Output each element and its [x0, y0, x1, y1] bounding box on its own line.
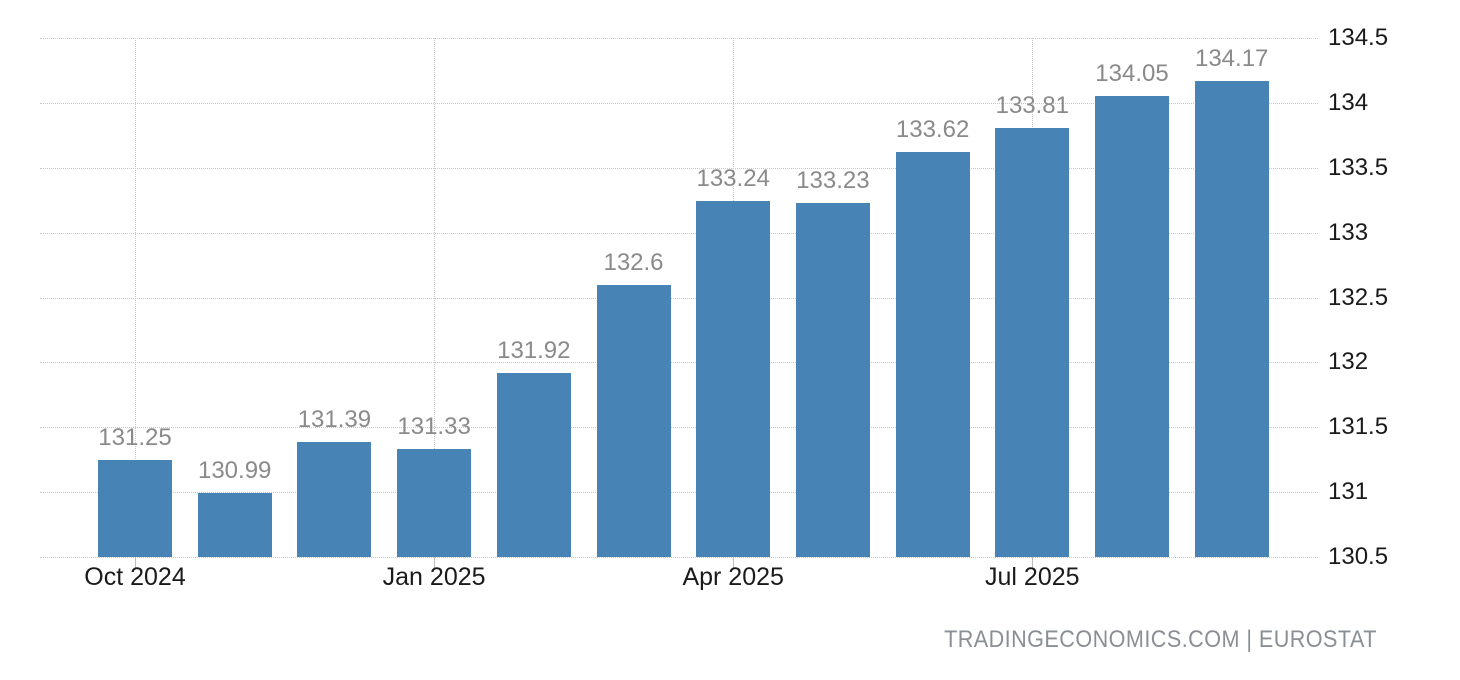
- bar: [895, 152, 970, 557]
- y-axis-tick-label: 132.5: [1328, 283, 1389, 311]
- y-axis-tick-label: 134.5: [1328, 24, 1389, 51]
- y-axis-tick-label: 132: [1328, 348, 1369, 376]
- y-axis-tick-label: 130.5: [1328, 543, 1389, 570]
- bar: [397, 449, 472, 557]
- bar-value-label: 131.25: [98, 423, 172, 451]
- gridline-horizontal: [40, 362, 1318, 364]
- bar-value-label: 131.39: [297, 405, 372, 433]
- bar-value-label: 132.6: [603, 248, 664, 276]
- x-axis-tick-mark: [135, 557, 136, 569]
- bar: [1194, 80, 1269, 557]
- bar-value-label: 133.24: [696, 165, 770, 193]
- bar-value-label: 133.81: [995, 91, 1069, 119]
- gridline-horizontal: [40, 38, 1318, 39]
- gridline-horizontal: [40, 167, 1318, 169]
- gridline-horizontal: [40, 102, 1318, 104]
- bar-value-label: 130.99: [197, 457, 272, 485]
- y-axis-tick-label: 131.5: [1328, 413, 1389, 441]
- gridline-horizontal: [40, 557, 1318, 558]
- y-axis-tick-label: 131: [1328, 478, 1369, 506]
- gridline-vertical: [135, 38, 136, 557]
- x-axis-tick-label: Apr 2025: [682, 563, 784, 591]
- attribution-text: TRADINGECONOMICS.COM | EUROSTAT: [944, 626, 1377, 653]
- gridline-horizontal: [40, 427, 1318, 429]
- y-axis-tick-label: 133.5: [1328, 153, 1389, 181]
- bar: [1095, 96, 1169, 557]
- x-axis-tick-mark: [1032, 557, 1034, 569]
- x-axis-tick-mark: [434, 557, 436, 569]
- bar: [596, 284, 671, 557]
- gridline-vertical: [434, 38, 436, 557]
- y-axis-tick-label: 133: [1328, 218, 1369, 246]
- bar: [98, 459, 172, 557]
- bar-value-label: 134.05: [1095, 60, 1169, 88]
- bar: [696, 201, 771, 557]
- bar-value-label: 134.17: [1194, 44, 1269, 72]
- bar: [197, 493, 272, 557]
- x-axis-tick-label: Jul 2025: [985, 563, 1080, 591]
- bar-value-label: 133.62: [895, 116, 970, 144]
- x-axis-tick-mark: [733, 557, 735, 569]
- x-axis-tick-label: Jan 2025: [382, 563, 486, 591]
- bar-value-label: 131.92: [497, 336, 571, 364]
- bar: [496, 372, 571, 557]
- x-axis-tick-label: Oct 2024: [84, 563, 186, 591]
- gridline-horizontal: [40, 492, 1318, 494]
- gridline-horizontal: [40, 232, 1318, 234]
- gridline-horizontal: [40, 297, 1318, 299]
- bar-value-label: 131.33: [397, 413, 471, 441]
- y-axis-tick-label: 134: [1328, 88, 1369, 116]
- bar-value-label: 133.23: [796, 166, 870, 194]
- bar: [297, 441, 372, 557]
- bar: [995, 127, 1070, 557]
- bar: [795, 202, 870, 557]
